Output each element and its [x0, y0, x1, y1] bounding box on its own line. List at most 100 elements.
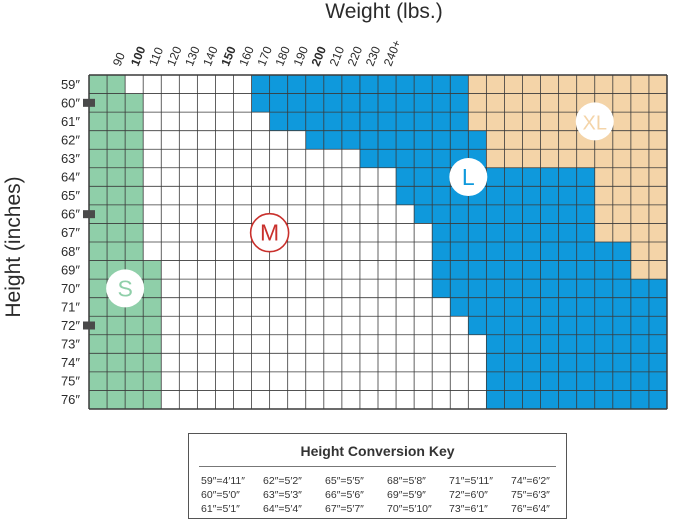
conversion-key-entry: 76″=6′4″ [511, 503, 550, 515]
grid-cell-m [323, 223, 343, 243]
grid-cell-m [396, 390, 415, 410]
grid-cell-m [125, 75, 144, 94]
grid-cell-xl [504, 130, 523, 150]
grid-cell-s [107, 149, 126, 169]
grid-cell-l [414, 167, 433, 187]
grid-cell-l [522, 334, 541, 354]
grid-cell-m [233, 204, 252, 224]
grid-cell-l [450, 242, 469, 261]
x-tick-label: 100 [128, 44, 149, 68]
grid-cell-m [359, 279, 379, 298]
grid-cell-l [504, 223, 523, 243]
grid-cell-s [107, 93, 126, 113]
grid-cell-m [287, 130, 307, 150]
grid-cell-m [269, 390, 288, 410]
grid-cell-xl [504, 75, 523, 94]
grid-cell-m [233, 112, 252, 131]
grid-cell-l [468, 297, 487, 317]
grid-cell-m [161, 167, 180, 187]
size-badge-l: L [449, 158, 488, 197]
grid-cell-l [594, 297, 614, 317]
grid-cell-l [432, 112, 451, 131]
grid-cell-m [197, 167, 216, 187]
grid-cell-m [432, 353, 451, 373]
grid-cell-s [143, 279, 162, 298]
grid-cell-l [396, 186, 415, 206]
grid-cell-s [143, 316, 162, 336]
size-badge-text: XL [583, 112, 607, 134]
grid-cell-l [269, 112, 288, 131]
grid-cell-xl [630, 260, 650, 280]
grid-cell-l [486, 260, 505, 280]
grid-cell-m [179, 316, 198, 336]
grid-cell-m [179, 75, 198, 94]
grid-cell-l [305, 75, 325, 94]
grid-cell-m [215, 93, 234, 113]
grid-cell-m [233, 186, 252, 206]
grid-cell-l [648, 390, 668, 410]
conversion-key-entry: 70″=5′10″ [387, 503, 432, 515]
grid-cell-m [378, 371, 397, 391]
grid-cell-l [486, 297, 505, 317]
grid-cell-m [450, 316, 469, 336]
grid-cell-m [323, 260, 343, 280]
grid-cell-xl [612, 75, 632, 94]
grid-cell-m [269, 130, 288, 150]
grid-cell-m [233, 242, 252, 261]
grid-cell-m [305, 242, 325, 261]
grid-cell-l [486, 204, 505, 224]
grid-cell-l [558, 260, 577, 280]
grid-cell-l [396, 112, 415, 131]
grid-cell-xl [540, 93, 559, 113]
grid-cell-xl [648, 130, 668, 150]
grid-cell-l [540, 371, 559, 391]
grid-cell-xl [504, 112, 523, 131]
grid-cell-m [378, 279, 397, 298]
grid-cell-m [323, 353, 343, 373]
grid-cell-l [341, 112, 361, 131]
grid-cell-m [161, 242, 180, 261]
grid-cell-m [287, 279, 307, 298]
grid-cell-l [432, 93, 451, 113]
grid-cell-m [215, 334, 234, 354]
grid-cell-l [612, 316, 632, 336]
grid-cell-l [630, 316, 650, 336]
grid-cell-l [558, 223, 577, 243]
grid-cell-l [612, 260, 632, 280]
x-tick-label: 170 [254, 44, 275, 68]
grid-cell-xl [594, 204, 614, 224]
grid-cell-l [522, 204, 541, 224]
grid-cell-l [432, 149, 451, 169]
grid-cell-l [450, 75, 469, 94]
conversion-key-entries: 59″=4′11″ 62″=5′2″ 65″=5′5″ 68″=5′8″ 71″=5′1… [201, 475, 567, 515]
grid-cell-s [125, 149, 144, 169]
grid-cell-s [107, 186, 126, 206]
grid-cell-l [269, 93, 288, 113]
x-tick-label: 180 [272, 44, 293, 68]
grid-cell-l [323, 93, 343, 113]
conversion-key-entry: 75″=6′3″ [511, 489, 550, 501]
grid-cell-m [323, 204, 343, 224]
grid-cell-l [504, 371, 523, 391]
grid-cell-l [486, 223, 505, 243]
grid-cell-m [323, 316, 343, 336]
grid-cell-l [378, 75, 397, 94]
grid-cell-xl [540, 112, 559, 131]
grid-cell-m [197, 279, 216, 298]
grid-cell-l [612, 297, 632, 317]
grid-cell-s [89, 390, 108, 410]
grid-cell-l [341, 75, 361, 94]
size-cells [89, 75, 668, 410]
grid-cell-l [504, 297, 523, 317]
grid-cell-m [341, 371, 361, 391]
grid-cell-m [197, 93, 216, 113]
grid-cell-m [215, 316, 234, 336]
grid-cell-m [197, 371, 216, 391]
grid-cell-s [107, 371, 126, 391]
grid-cell-l [630, 353, 650, 373]
grid-cell-xl [612, 93, 632, 113]
height-conversion-key: Height Conversion Key 59″=4′11″ 62″=5′2″ 6… [188, 433, 567, 519]
grid-cell-l [251, 93, 270, 113]
grid-cell-m [197, 204, 216, 224]
grid-cell-m [323, 242, 343, 261]
